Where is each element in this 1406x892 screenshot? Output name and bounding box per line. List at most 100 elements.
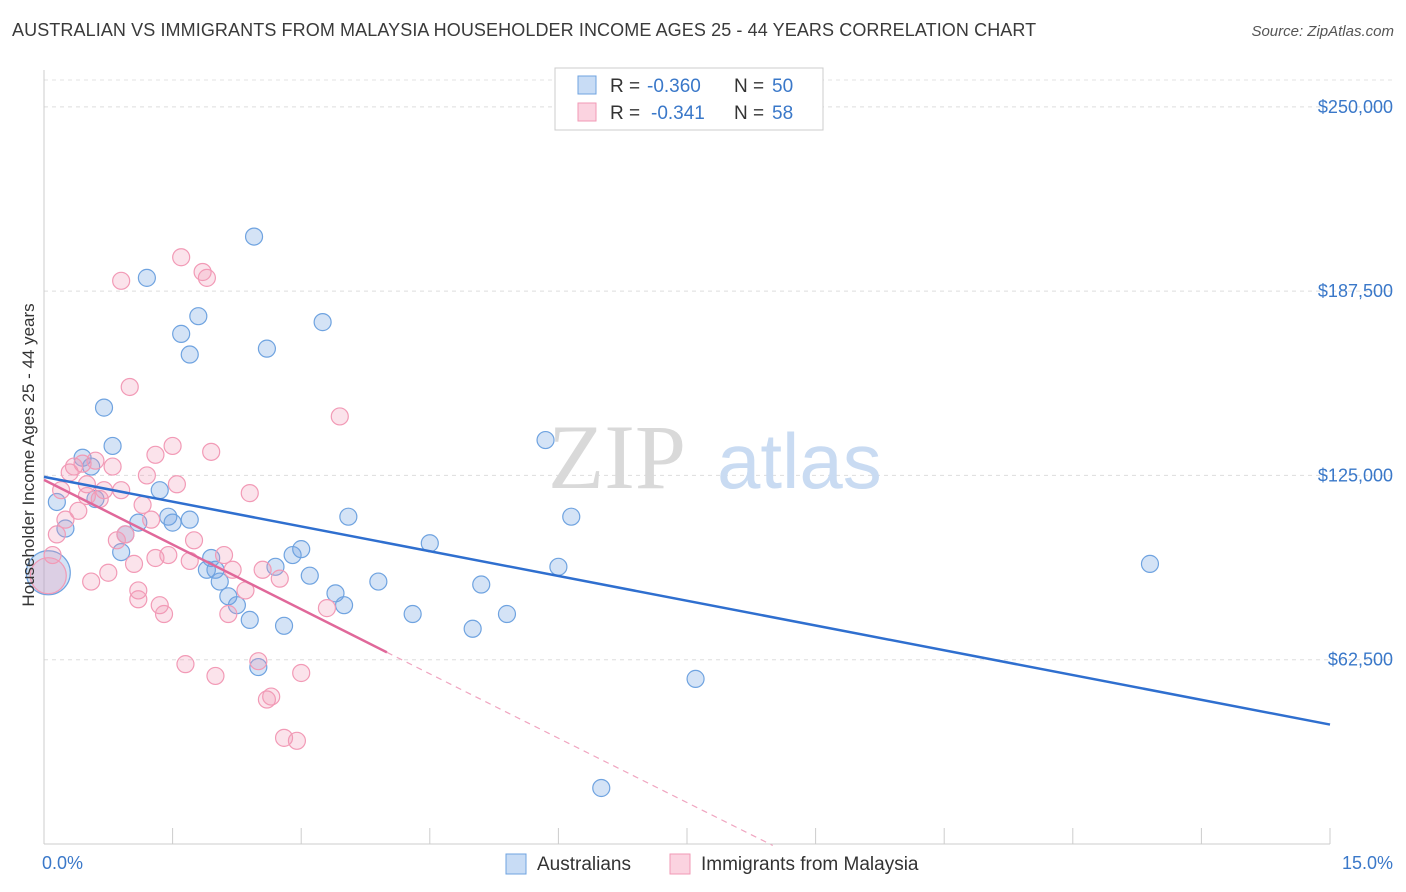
trend-lines (43, 475, 1331, 847)
legend-swatch-malaysia (577, 102, 597, 122)
australians-point (339, 507, 358, 526)
malaysia-point (287, 731, 307, 750)
malaysia-point (112, 271, 131, 290)
watermark-zip: ZIP (548, 406, 686, 508)
malaysia-point (146, 445, 165, 464)
malaysia-point (137, 466, 156, 485)
australians-point (562, 507, 581, 526)
malaysia-point (120, 377, 139, 397)
y-axis-title: Householder Income Ages 25 - 44 years (19, 303, 38, 606)
malaysia-point (330, 407, 349, 426)
malaysia-point (240, 484, 259, 503)
malaysia-point (82, 572, 101, 591)
legend-n-value-1: 50 (772, 76, 793, 97)
australians-point (472, 575, 491, 594)
australians-trend-line (43, 475, 1331, 726)
bottom-legend-swatch-australians (505, 853, 527, 875)
y-tick-labels: $62,500 $125,000 $187,500 $250,000 (1318, 97, 1393, 670)
malaysia-point (124, 554, 144, 573)
malaysia-point (29, 557, 67, 595)
australians-point (240, 610, 259, 630)
malaysia-point (150, 596, 169, 615)
malaysia-point (249, 652, 268, 671)
axes (43, 70, 1331, 845)
australians-point (137, 268, 156, 287)
australians-point (334, 596, 354, 615)
data-points (25, 227, 1160, 798)
australians-point (244, 227, 264, 246)
australians-point (313, 313, 332, 332)
australians-point (94, 398, 114, 417)
chart-title: AUSTRALIAN VS IMMIGRANTS FROM MALAYSIA H… (12, 20, 1037, 40)
australians-point (172, 324, 191, 343)
x-tick-label-end: 15.0% (1342, 853, 1393, 873)
australians-point (592, 778, 611, 798)
malaysia-point (214, 545, 234, 565)
australians-point (112, 542, 131, 562)
australians-point (47, 492, 66, 512)
legend-r-value-1: -0.360 (647, 76, 701, 97)
malaysia-point (176, 655, 195, 674)
australians-point (180, 510, 199, 529)
bottom-legend-swatch-malaysia (669, 853, 691, 875)
australians-point (369, 572, 388, 591)
bottom-legend-label-australians: Australians (537, 854, 631, 875)
bottom-legend: Australians Immigrants from Malaysia (505, 853, 919, 875)
malaysia-point (116, 525, 135, 544)
malaysia-point (317, 599, 337, 618)
malaysia-point (270, 569, 289, 588)
x-tick-labels: 0.0% 15.0% (42, 853, 1393, 873)
malaysia-point (202, 442, 221, 461)
legend-r-value-2: -0.341 (651, 103, 705, 124)
malaysia-point (133, 495, 152, 515)
malaysia-point (219, 604, 238, 624)
malaysia-point (56, 510, 75, 529)
legend-swatch-australians (577, 75, 597, 95)
australians-point (536, 430, 555, 450)
malaysia-point (99, 563, 118, 582)
australians-point (274, 616, 294, 635)
malaysia-point (163, 436, 182, 456)
australians-point (686, 669, 705, 688)
malaysia-point (47, 525, 66, 544)
malaysia-point (206, 666, 225, 686)
malaysia-point (167, 475, 186, 494)
australians-point (189, 307, 208, 326)
malaysia-point (142, 510, 161, 529)
australians-point (103, 436, 122, 456)
australians-point (210, 572, 229, 591)
australians-point (292, 540, 311, 559)
grid-lines (44, 79, 1394, 661)
malaysia-point (172, 248, 191, 267)
legend-r-label-1: R = (610, 76, 640, 97)
malaysia-point (253, 560, 272, 579)
australians-point (150, 481, 169, 500)
australians-point (300, 566, 319, 585)
malaysia-point (43, 545, 62, 565)
australians-point (403, 604, 422, 624)
malaysia-trend-extension (386, 651, 774, 847)
malaysia-trend-line (43, 478, 388, 654)
y-tick-label: $250,000 (1318, 97, 1393, 117)
malaysia-point (129, 590, 148, 609)
malaysia-point (197, 268, 216, 287)
malaysia-point (159, 545, 178, 565)
y-tick-label: $187,500 (1318, 281, 1393, 301)
australians-point (1140, 554, 1160, 573)
bottom-legend-label-malaysia: Immigrants from Malaysia (701, 854, 919, 875)
y-tick-label: $62,500 (1328, 650, 1393, 670)
legend-r-label-2: R = (610, 103, 640, 124)
malaysia-point (184, 531, 204, 550)
malaysia-point (154, 604, 174, 624)
y-tick-label: $125,000 (1318, 465, 1393, 485)
malaysia-point (292, 663, 311, 683)
australians-point (463, 619, 482, 638)
source-label: Source: ZipAtlas.com (1251, 23, 1394, 40)
malaysia-point (103, 457, 122, 476)
legend-n-label-2: N = (734, 103, 764, 124)
legend-n-value-2: 58 (772, 103, 793, 124)
malaysia-point (86, 451, 105, 470)
legend-n-label-1: N = (734, 76, 764, 97)
australians-point (497, 604, 517, 624)
